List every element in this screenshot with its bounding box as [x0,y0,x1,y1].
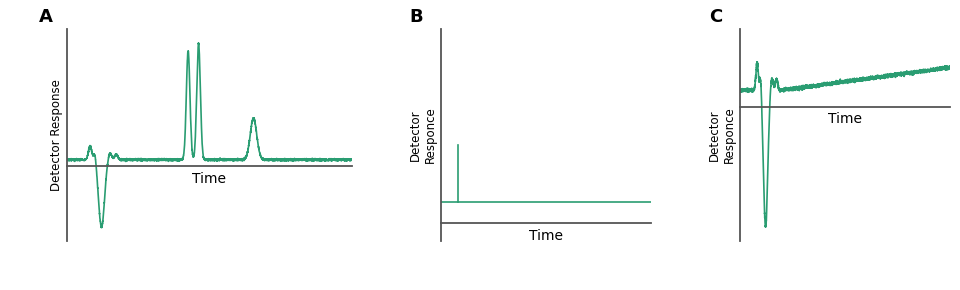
Y-axis label: Detector Response: Detector Response [50,79,63,191]
Text: A: A [38,8,53,26]
X-axis label: Time: Time [192,172,227,186]
Y-axis label: Detector
Responce: Detector Responce [708,106,736,163]
X-axis label: Time: Time [828,112,862,126]
X-axis label: Time: Time [529,229,563,243]
Text: C: C [708,8,722,26]
Y-axis label: Detector
Responce: Detector Responce [409,106,437,163]
Text: B: B [409,8,423,26]
